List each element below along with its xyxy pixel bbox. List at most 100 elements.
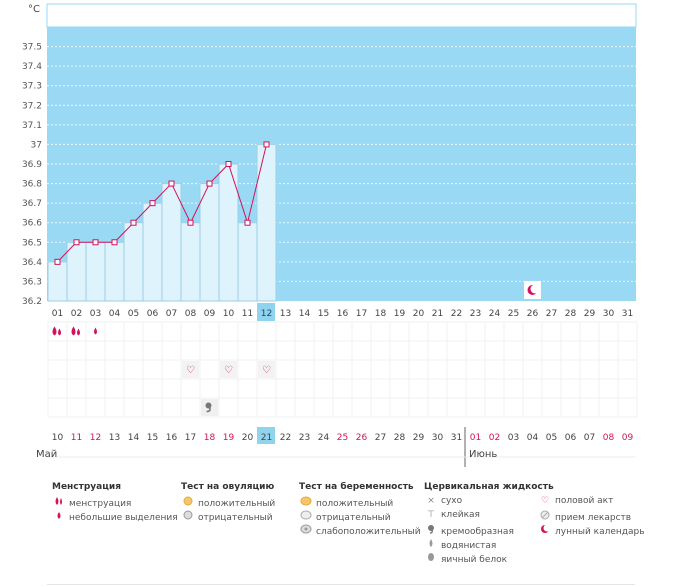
symptom-cell — [484, 340, 505, 361]
symptom-cell — [427, 321, 448, 342]
symptom-cell — [579, 321, 600, 342]
symptom-cell — [617, 340, 638, 361]
symptom-cell — [446, 378, 467, 399]
symptom-cell — [275, 321, 296, 342]
symptom-cell — [503, 378, 524, 399]
cycle-day-label: 08 — [185, 309, 197, 319]
symptom-cell — [123, 378, 144, 399]
symptom-cell — [446, 321, 467, 342]
calendar-date-label: 01 — [470, 433, 481, 443]
symptom-cell — [503, 321, 524, 342]
temperature-point — [206, 180, 213, 187]
temperature-point — [244, 219, 251, 226]
symptom-cell — [66, 397, 87, 418]
legend-item-menstruation: менструация — [52, 496, 131, 509]
symptom-cell — [275, 397, 296, 418]
symptom-cell — [104, 321, 125, 342]
symptom-cell — [560, 340, 581, 361]
cycle-day-label: 01 — [52, 309, 63, 319]
y-tick-label: 37.4 — [22, 62, 42, 72]
symptom-cell — [598, 359, 619, 380]
temperature-bar — [123, 222, 144, 302]
cycle-day-label: 03 — [90, 309, 101, 319]
cycle-day-label: 04 — [109, 309, 121, 319]
calendar-date-label: 18 — [204, 433, 216, 443]
light-drop-icon — [52, 510, 66, 523]
calendar-date-label: 27 — [375, 433, 386, 443]
heart-icon: ♡ — [262, 365, 271, 376]
pregnancy-negative-icon — [299, 510, 313, 523]
symptom-cell — [199, 359, 220, 380]
cycle-day-label: 20 — [413, 309, 425, 319]
symptom-cell — [579, 359, 600, 380]
symptom-cell — [47, 397, 68, 418]
symptom-cell — [180, 397, 201, 418]
symptom-cell — [294, 340, 315, 361]
symptom-cell — [294, 378, 315, 399]
symptom-cell — [142, 378, 163, 399]
calendar-date-label: 12 — [90, 433, 101, 443]
symptom-cell — [579, 340, 600, 361]
pregnancy-weak-icon — [299, 524, 313, 537]
symptom-cell — [389, 321, 410, 342]
symptom-cell — [199, 321, 220, 342]
symptom-cell — [66, 378, 87, 399]
legend-item-intercourse: ♡ половой акт — [538, 496, 613, 506]
symptom-cell — [275, 378, 296, 399]
symptom-cell — [104, 378, 125, 399]
heart-cell-bg — [258, 361, 275, 378]
current-day-highlight — [257, 303, 275, 321]
legend-cervical-title: Цервикальная жидкость — [424, 482, 554, 492]
symptom-cell — [465, 340, 486, 361]
symptom-cell — [503, 359, 524, 380]
symptom-cell — [351, 340, 372, 361]
symptom-cell — [237, 321, 258, 342]
symptom-cell — [370, 378, 391, 399]
symptom-cell — [294, 397, 315, 418]
y-tick-label: 36.3 — [22, 277, 42, 287]
symptom-cell — [294, 359, 315, 380]
symptom-cell — [522, 321, 543, 342]
temperature-bar — [142, 202, 163, 302]
y-tick-label: 36.2 — [22, 297, 42, 307]
symptom-cell — [47, 378, 68, 399]
symptom-cell — [275, 340, 296, 361]
legend-item-sticky: ⊤ клейкая — [424, 510, 480, 520]
symptom-cell — [199, 340, 220, 361]
calendar-date-label: 02 — [489, 433, 500, 443]
pregnancy-positive-icon — [299, 496, 313, 509]
cycle-day-label: 07 — [166, 309, 177, 319]
symptom-cell — [465, 359, 486, 380]
y-tick-label: 36.4 — [22, 258, 42, 268]
temperature-bar — [66, 241, 87, 302]
cycle-day-label: 19 — [394, 309, 406, 319]
legend-item-ovulation-positive: положительный — [181, 496, 275, 509]
cycle-day-label: 26 — [527, 309, 539, 319]
symptom-cell — [313, 378, 334, 399]
symptom-cell — [85, 397, 106, 418]
symptom-cell — [598, 340, 619, 361]
temperature-bar — [256, 143, 277, 302]
cycle-day-label: 21 — [432, 309, 443, 319]
heart-icon: ♡ — [540, 496, 550, 506]
symptom-cell — [351, 397, 372, 418]
symptom-cell — [541, 397, 562, 418]
symptom-cell — [484, 321, 505, 342]
ovulation-positive-icon — [181, 496, 195, 509]
legend-item-ovulation-negative: отрицательный — [181, 510, 273, 523]
y-tick-label: 36.8 — [22, 180, 42, 190]
symptom-cell — [484, 359, 505, 380]
symptom-cell — [332, 378, 353, 399]
temperature-bar — [47, 261, 68, 302]
cycle-day-label: 09 — [204, 309, 216, 319]
symptom-cell — [560, 359, 581, 380]
legend-item-lunar: лунный календарь — [538, 524, 645, 537]
cycle-day-label: 16 — [337, 309, 349, 319]
legend-item-pregnancy-positive: положительный — [299, 496, 393, 509]
temperature-bar — [161, 183, 182, 302]
symptom-cell — [541, 340, 562, 361]
calendar-date-label: 30 — [432, 433, 444, 443]
temperature-bar — [85, 241, 106, 302]
symptom-cell — [161, 321, 182, 342]
temperature-point — [111, 239, 118, 246]
